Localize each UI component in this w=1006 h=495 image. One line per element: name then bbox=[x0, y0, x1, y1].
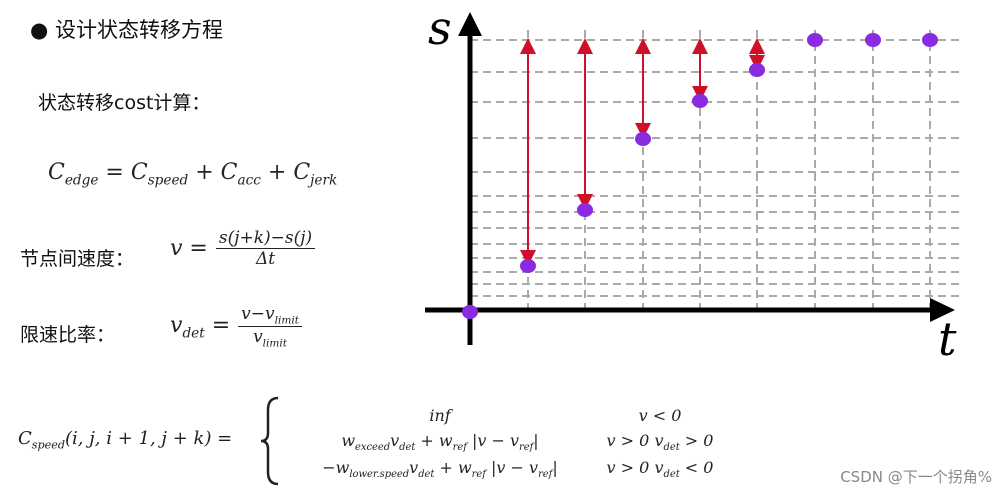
cost-label: 状态转移cost计算： bbox=[38, 92, 211, 114]
math-text: s(j+k)−s(j) bbox=[218, 228, 313, 248]
math-symbol: Cacc bbox=[220, 160, 261, 189]
numerator: v−vlimit bbox=[238, 304, 302, 328]
numerator: s(j+k)−s(j) bbox=[215, 228, 316, 249]
math-text: + bbox=[188, 160, 221, 185]
math-symbol: vdet bbox=[390, 431, 416, 454]
subscript: limit bbox=[262, 337, 287, 350]
case-cond: v < 0 bbox=[590, 406, 730, 425]
case-expr: wexceedvdet + wref |v − vref| bbox=[290, 431, 590, 453]
velocity-label: 节点间速度： bbox=[20, 248, 135, 270]
math-symbol: vref bbox=[529, 458, 553, 481]
cases: inf v < 0 wexceedvdet + wref |v − vref| v >… bbox=[290, 402, 730, 483]
math-text: Δt bbox=[255, 249, 276, 269]
y-axis-label: s bbox=[428, 1, 452, 55]
ratio-label: 限速比率： bbox=[20, 324, 116, 346]
math-text: |v − bbox=[485, 458, 530, 478]
subscript: jerk bbox=[310, 172, 338, 189]
subscript: limit bbox=[274, 314, 299, 327]
fraction: s(j+k)−s(j) Δt bbox=[215, 228, 316, 269]
math-symbol: Cspeed bbox=[130, 160, 189, 189]
math-text: = bbox=[98, 160, 131, 185]
subscript: acc bbox=[237, 172, 261, 189]
velocity-lhs: v = bbox=[170, 236, 208, 261]
subscript: ref bbox=[452, 442, 467, 454]
math-text: − bbox=[322, 458, 336, 478]
case-expr: inf bbox=[290, 406, 590, 425]
math-symbol: Cjerk bbox=[293, 160, 338, 189]
math-symbol: vdet bbox=[654, 458, 680, 481]
math-symbol: vdet bbox=[170, 312, 205, 342]
math-text: (i, j, i + 1, j + k) = bbox=[65, 428, 233, 449]
brace bbox=[260, 396, 279, 486]
math-text: inf bbox=[429, 406, 451, 425]
case-row: inf v < 0 bbox=[290, 402, 730, 429]
math-text: v = bbox=[170, 236, 208, 261]
subscript: speed bbox=[147, 172, 189, 189]
grid bbox=[470, 30, 960, 310]
subscript: det bbox=[663, 469, 680, 481]
subscript: ref bbox=[471, 469, 486, 481]
math-symbol: Cedge bbox=[48, 160, 99, 189]
subscript: det bbox=[663, 442, 680, 454]
subscript: speed bbox=[31, 438, 65, 452]
y-arrow bbox=[458, 12, 482, 36]
edge-formula: Cedge = Cspeed + Cacc + Cjerk bbox=[48, 160, 337, 188]
subscript: ref bbox=[519, 442, 534, 454]
math-symbol: vdet bbox=[409, 458, 435, 481]
math-symbol: vdet bbox=[654, 431, 680, 454]
math-text: v < 0 bbox=[638, 406, 682, 425]
math-symbol: vlimit bbox=[265, 304, 299, 327]
st-diagram: s t bbox=[425, 1, 960, 360]
subscript: exceed bbox=[355, 442, 391, 454]
subscript: lower.speed bbox=[349, 469, 410, 481]
math-text: | bbox=[552, 458, 558, 478]
math-symbol: vlimit bbox=[253, 327, 287, 350]
math-symbol: wexceed bbox=[341, 431, 391, 454]
x-arrow bbox=[930, 298, 955, 322]
title: 设计状态转移方程 bbox=[55, 18, 223, 42]
subscript: det bbox=[399, 442, 416, 454]
ratio-lhs: vdet = bbox=[170, 313, 230, 341]
speed-lhs: Cspeed(i, j, i + 1, j + k) = bbox=[18, 428, 232, 452]
x-axis-label: t bbox=[938, 312, 957, 360]
math-symbol: wlower.speed bbox=[335, 458, 410, 481]
math-text: + bbox=[415, 431, 439, 451]
subscript: det bbox=[182, 325, 205, 342]
subscript: det bbox=[418, 469, 435, 481]
bullet: ● 设计状态转移方程 bbox=[30, 18, 223, 42]
subscript: edge bbox=[64, 172, 99, 189]
math-text: | bbox=[533, 431, 539, 451]
axes bbox=[425, 30, 930, 345]
math-text: v > 0 bbox=[606, 431, 655, 451]
math-symbol: wref bbox=[457, 458, 486, 481]
math-text: > 0 bbox=[679, 431, 714, 451]
denominator: vlimit bbox=[250, 327, 290, 349]
math-text: + bbox=[260, 160, 294, 185]
case-cond: v > 0 vdet < 0 bbox=[590, 458, 730, 480]
fraction: v−vlimit vlimit bbox=[238, 304, 302, 350]
math-text: v > 0 bbox=[606, 458, 655, 478]
case-cond: v > 0 vdet > 0 bbox=[590, 431, 730, 453]
subscript: ref bbox=[538, 469, 553, 481]
nodes bbox=[462, 33, 938, 319]
arrows bbox=[520, 38, 765, 266]
case-row: wexceedvdet + wref |v − vref| v > 0 vdet … bbox=[290, 429, 730, 456]
case-row: −wlower.speedvdet + wref |v − vref| v > 0… bbox=[290, 456, 730, 483]
watermark: CSDN @下一个拐角% bbox=[840, 468, 992, 486]
denominator: Δt bbox=[253, 249, 278, 269]
math-symbol: Cspeed bbox=[18, 428, 65, 452]
math-text: = bbox=[204, 312, 231, 338]
math-symbol: wref bbox=[438, 431, 467, 454]
velocity-formula: v = s(j+k)−s(j) Δt bbox=[170, 228, 316, 269]
case-expr: −wlower.speedvdet + wref |v − vref| bbox=[290, 458, 590, 480]
math-symbol: vref bbox=[509, 431, 534, 454]
math-text: < 0 bbox=[679, 458, 714, 478]
ratio-formula: vdet = v−vlimit vlimit bbox=[170, 304, 302, 350]
math-text: |v − bbox=[466, 431, 510, 451]
math-text: + bbox=[434, 458, 458, 478]
math-text: v− bbox=[241, 304, 265, 324]
